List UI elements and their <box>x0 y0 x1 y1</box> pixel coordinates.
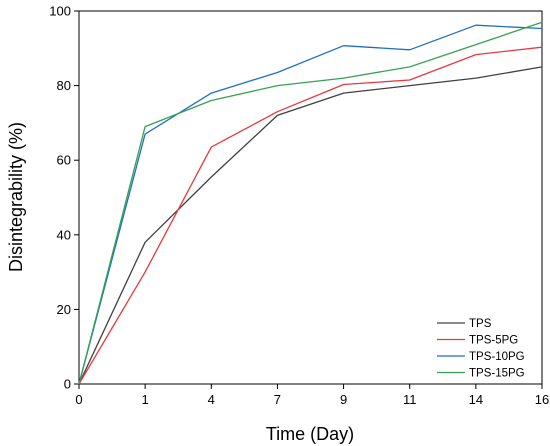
x-tick-label: 11 <box>403 392 417 407</box>
series-line-tps <box>78 66 543 385</box>
x-tick-label: 7 <box>274 392 281 407</box>
x-tick-label: 0 <box>75 392 82 407</box>
x-tick-label: 14 <box>469 392 483 407</box>
y-tick-label: 0 <box>64 377 71 392</box>
legend-label: TPS <box>469 318 492 330</box>
legend: TPS TPS-5PG TPS-10PG TPS-15PG <box>437 318 525 380</box>
legend-label: TPS-15PG <box>469 368 525 380</box>
y-tick-label: 60 <box>57 153 71 168</box>
y-tick-label: 80 <box>57 78 71 93</box>
y-tick-label: 40 <box>57 227 71 242</box>
plot-frame <box>78 10 543 385</box>
x-axis-title: Time (Day) <box>266 424 354 444</box>
series-line-tps-15pg <box>78 21 543 385</box>
x-tick-label: 1 <box>142 392 149 407</box>
y-axis-title: Disintegrability (%) <box>6 122 26 272</box>
series-line-tps-10pg <box>78 24 543 385</box>
legend-label: TPS-10PG <box>469 351 525 363</box>
x-tick-label: 9 <box>340 392 347 407</box>
x-tick-label: 4 <box>208 392 215 407</box>
x-tick-label: 16 <box>535 392 549 407</box>
legend-label: TPS-5PG <box>469 335 518 347</box>
y-tick-label: 20 <box>57 302 71 317</box>
series-line-tps-5pg <box>78 46 543 385</box>
series-layer <box>78 21 543 385</box>
y-tick-label: 100 <box>49 4 71 19</box>
